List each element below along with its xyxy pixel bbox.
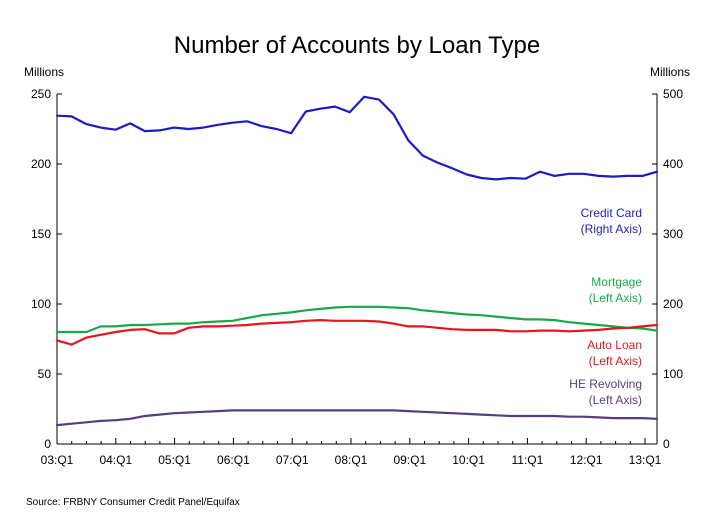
series-line-credit-card [55, 95, 659, 181]
left-tick-label: 200 [31, 157, 51, 171]
left-axis-unit-label: Millions [24, 65, 64, 79]
series-line-mortgage [55, 305, 659, 334]
x-axis-ticks: 03:Q1 04:Q1 05:Q1 06:Q1 07:Q1 08:Q1 09:Q1 10:Q1… [41, 438, 662, 467]
left-tick-label: 50 [38, 367, 52, 381]
left-tick-label: 0 [44, 437, 51, 451]
series-label-auto-loan-axis-note: (Left Axis) [589, 354, 642, 368]
series-labels: Credit Card (Right Axis) Mortgage (Left Axi… [569, 206, 642, 407]
x-tick-label: 03:Q1 [41, 453, 74, 467]
x-tick-label: 12:Q1 [570, 453, 603, 467]
left-tick-label: 150 [31, 227, 51, 241]
left-axis-ticks: 0 50 100 150 200 250 [31, 87, 62, 451]
x-tick-label: 11:Q1 [511, 453, 543, 467]
x-tick-label: 04:Q1 [99, 453, 132, 467]
right-tick-label: 400 [663, 157, 683, 171]
series-label-credit-card: Credit Card [581, 206, 642, 220]
x-tick-label: 05:Q1 [158, 453, 191, 467]
x-tick-label: 06:Q1 [217, 453, 250, 467]
left-tick-label: 250 [31, 87, 51, 101]
chart-title: Number of Accounts by Loan Type [174, 32, 540, 59]
series-label-auto-loan: Auto Loan [587, 338, 642, 352]
x-tick-label: 09:Q1 [393, 453, 426, 467]
series-label-mortgage-axis-note: (Left Axis) [589, 291, 642, 305]
left-tick-label: 100 [31, 297, 51, 311]
series-label-credit-card-axis-note: (Right Axis) [581, 222, 642, 236]
series-line-he-revolving [55, 409, 659, 427]
right-tick-label: 500 [663, 87, 683, 101]
right-tick-label: 200 [663, 297, 683, 311]
right-tick-label: 0 [663, 437, 670, 451]
x-tick-label: 10:Q1 [452, 453, 485, 467]
series-label-mortgage: Mortgage [591, 275, 642, 289]
series-label-he-revolving-axis-note: (Left Axis) [589, 393, 642, 407]
right-axis-unit-label: Millions [650, 65, 690, 79]
series-label-he-revolving: HE Revolving [569, 377, 642, 391]
series-line-auto-loan [55, 319, 659, 346]
right-tick-label: 100 [663, 367, 683, 381]
right-tick-label: 300 [663, 227, 683, 241]
source-note: Source: FRBNY Consumer Credit Panel/Equi… [26, 497, 240, 508]
x-tick-label: 07:Q1 [276, 453, 309, 467]
right-axis-ticks: 0 100 200 300 400 500 [652, 87, 683, 451]
x-tick-label: 13:Q1 [629, 453, 662, 467]
x-tick-label: 08:Q1 [335, 453, 368, 467]
series-lines [55, 95, 659, 427]
